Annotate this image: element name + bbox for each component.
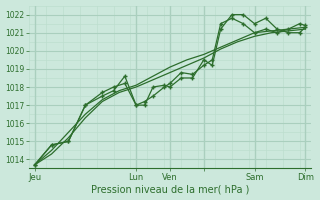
X-axis label: Pression niveau de la mer( hPa ): Pression niveau de la mer( hPa ) (91, 184, 249, 194)
